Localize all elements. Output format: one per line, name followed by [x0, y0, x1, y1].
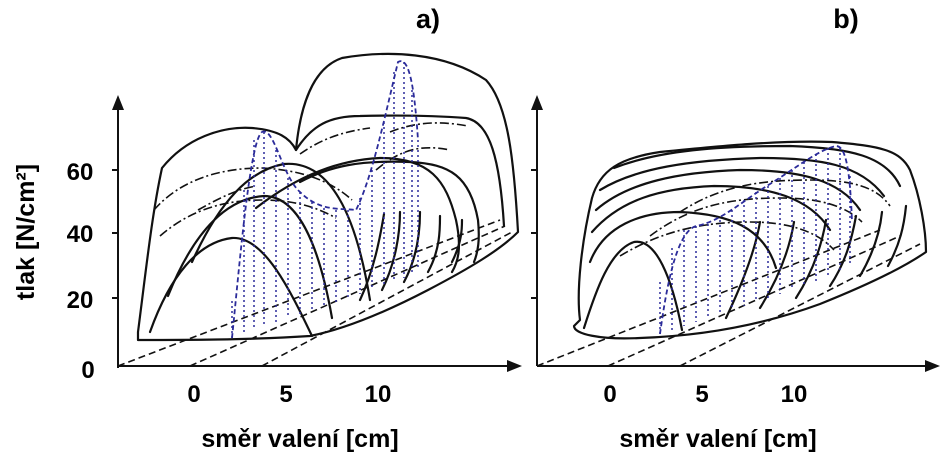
panel-a-slice-3 [402, 210, 422, 284]
panel-a-peak-trace [231, 60, 419, 339]
panel-b-profile-1 [582, 240, 684, 332]
panel-b-xtick-0: 0 [603, 381, 616, 408]
panel-a-dashdot-3 [197, 127, 371, 211]
panel-a-slice-5 [450, 218, 464, 264]
panel-a-y-axis-arrow [112, 95, 124, 110]
panel-b-x-axis-title: směr valení [cm] [619, 425, 816, 453]
panel-b: 0 5 10 [531, 4, 940, 408]
panel-a-depth-line-2 [189, 225, 506, 367]
panel-a-ytick-20: 20 [67, 287, 94, 314]
panel-b-profile-4 [594, 168, 862, 212]
panel-a-x-axis-arrow [507, 360, 522, 372]
panel-a-slice-2 [380, 210, 402, 292]
panel-a-ytick-0: 0 [81, 357, 94, 384]
panel-b-x-axis-arrow [925, 360, 940, 372]
panel-a-xtick-5: 5 [279, 381, 292, 408]
y-axis-title: tlak [N/cm²] [12, 164, 40, 300]
panel-a-dashdot-2 [159, 199, 337, 237]
panel-b-profile-6 [612, 144, 902, 188]
panel-b-xtick-5: 5 [695, 381, 708, 408]
panel-b-profile-3 [590, 184, 832, 234]
panel-b-xtick-10: 10 [781, 381, 808, 408]
panel-a-dashdot-4 [375, 122, 469, 171]
panel-a-ytick-40: 40 [67, 221, 94, 248]
panel-b-depth-line-3 [679, 243, 921, 367]
panel-b-drop-lines [659, 148, 851, 334]
panel-a-profile-5 [298, 160, 480, 264]
panel-a-x-axis-title: směr valení [cm] [201, 425, 398, 453]
panel-b-slice-4 [828, 214, 858, 288]
panel-a-profile-2 [166, 194, 334, 320]
panel-b-slice-6 [886, 204, 908, 268]
panel-a-slice-1 [358, 212, 386, 302]
panel-a-rear-ridge [294, 114, 506, 228]
panel-a-slice-4 [426, 214, 442, 274]
panel-a-profile-4 [254, 156, 461, 274]
panel-a-ytick-60: 60 [67, 159, 94, 186]
panel-b-slice-2 [758, 220, 796, 310]
panel-b-label: b) [833, 4, 858, 34]
panel-a-xtick-10: 10 [365, 381, 392, 408]
panel-b-dash-3 [679, 179, 891, 213]
panel-a: 0 20 40 60 0 5 10 [67, 4, 522, 408]
panel-b-dash-1 [619, 221, 835, 257]
panel-a-profile-1 [148, 236, 314, 338]
panel-a-xtick-0: 0 [187, 381, 200, 408]
panel-a-label: a) [416, 4, 440, 34]
panel-b-slice-1 [724, 220, 762, 320]
panel-b-profile-5 [598, 156, 886, 198]
panel-a-depth-line-1 [117, 219, 501, 367]
panel-a-drop-lines [231, 62, 419, 338]
panel-a-depth-line-3 [261, 231, 513, 367]
panel-b-slice-5 [858, 210, 884, 278]
panel-b-peak-trace [659, 145, 853, 335]
panel-b-depth-line-2 [607, 235, 901, 367]
panel-b-depth-line-1 [536, 229, 881, 367]
panel-b-slice-3 [794, 218, 828, 300]
panel-b-envelope [572, 140, 928, 340]
panel-b-y-axis-arrow [531, 95, 543, 110]
panel-a-envelope [136, 52, 520, 342]
panel-a-profile-3 [190, 162, 372, 302]
panel-a-dashdot-1 [153, 167, 353, 211]
